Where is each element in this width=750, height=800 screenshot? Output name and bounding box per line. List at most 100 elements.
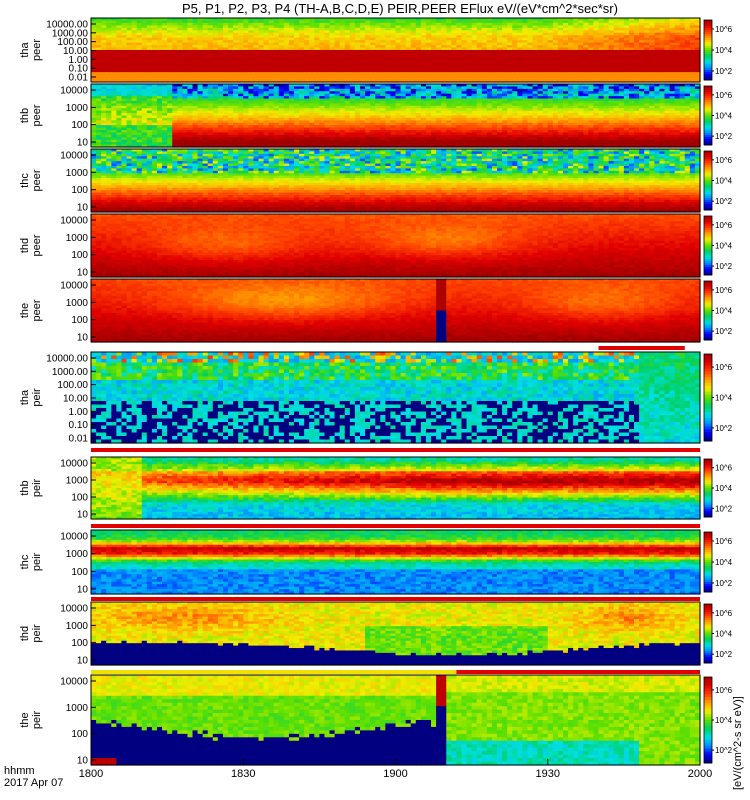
spectrogram-cell (273, 32, 280, 36)
spectrogram-cell (324, 62, 331, 66)
spectrogram-cell (507, 74, 513, 78)
spectrogram-cell (309, 50, 315, 54)
spectrogram-cell (684, 30, 691, 34)
spectrogram-cell (273, 50, 280, 54)
spectrogram-cell (121, 30, 128, 34)
spectrogram-cell (578, 27, 584, 31)
spectrogram-cell (593, 30, 600, 34)
spectrogram-cell (654, 37, 660, 41)
spectrogram-cell (222, 30, 229, 34)
spectrogram-cell (497, 52, 503, 56)
spectrogram-cell (593, 37, 600, 41)
spectrogram-cell (156, 79, 163, 83)
spectrogram-cell (217, 40, 224, 44)
spectrogram-cell (537, 52, 544, 56)
spectrogram-cell (639, 37, 645, 41)
spectrogram-cell (212, 74, 219, 78)
spectrogram-cell (471, 22, 478, 26)
spectrogram-cell (481, 18, 488, 22)
spectrogram-cell (507, 18, 513, 22)
spectrogram-cell (425, 67, 432, 71)
spectrogram-cell (243, 77, 249, 81)
spectrogram-cell (456, 45, 463, 49)
spectrogram-cell (639, 74, 645, 78)
spectrogram-cell (197, 35, 204, 39)
spectrogram-cell (410, 59, 417, 63)
spectrogram-cell (334, 79, 341, 83)
spectrogram-cell (253, 25, 260, 29)
spectrogram-cell (689, 77, 696, 81)
spectrogram-cell (674, 62, 681, 66)
spectrogram-cell (375, 64, 381, 68)
spectrogram-cell (283, 52, 290, 56)
spectrogram-cell (207, 54, 214, 58)
spectrogram-cell (349, 50, 356, 54)
spectrogram-cell (476, 20, 483, 24)
spectrogram-cell (349, 27, 356, 31)
spectrogram-cell (395, 59, 402, 63)
spectrogram-cell (365, 72, 371, 76)
spectrogram-cell (156, 22, 163, 26)
y-tick-label: 10000.00 (46, 20, 88, 31)
spectrogram-cell (466, 27, 473, 31)
spectrogram-cell (324, 22, 331, 26)
spectrogram-cell (222, 32, 229, 36)
spectrogram-cell (613, 72, 620, 76)
spectrogram-cell (486, 25, 493, 29)
spectrogram-cell (273, 72, 280, 76)
spectrogram-cell (207, 72, 214, 76)
spectrogram-cell (436, 72, 442, 76)
spectrogram-cell (598, 45, 605, 49)
spectrogram-cell (502, 30, 508, 34)
spectrogram-cell (268, 57, 275, 61)
spectrogram-cell (121, 62, 128, 66)
spectrogram-cell (344, 37, 351, 41)
spectrogram-cell (172, 40, 178, 44)
spectrogram-cell (481, 59, 488, 63)
spectrogram-cell (151, 74, 158, 78)
spectrogram-cell (116, 25, 123, 29)
spectrogram-cell (314, 37, 320, 41)
spectrogram-cell (659, 47, 666, 51)
spectrogram-cell (111, 22, 117, 26)
spectrogram-cell (446, 72, 452, 76)
spectrogram-cell (623, 47, 630, 51)
spectrogram-cell (334, 47, 341, 51)
spectrogram-cell (507, 35, 513, 39)
spectrogram-cell (212, 67, 219, 71)
spectrogram-cell (557, 62, 564, 66)
spectrogram-cell (212, 27, 219, 31)
spectrogram-cell (466, 57, 473, 61)
spectrogram-cell (212, 54, 219, 58)
spectrogram-cell (172, 62, 178, 66)
spectrogram-cell (522, 45, 529, 49)
spectrogram-cell (405, 72, 412, 76)
spectrogram-cell (507, 69, 513, 73)
spectrogram-cell (370, 69, 376, 73)
spectrogram-cell (654, 22, 660, 26)
spectrogram-cell (502, 52, 508, 56)
spectrogram-cell (552, 54, 559, 58)
spectrogram-cell (598, 54, 605, 58)
spectrogram-cell (243, 54, 249, 58)
spectrogram-cell (481, 30, 488, 34)
spectrogram-cell (304, 62, 310, 66)
spectrogram-cell (146, 72, 153, 76)
spectrogram-cell (557, 22, 564, 26)
spectrogram-cell (238, 32, 244, 36)
spectrogram-cell (415, 59, 422, 63)
spectrogram-cell (278, 67, 285, 71)
spectrogram-cell (233, 25, 239, 29)
spectrogram-cell (151, 67, 158, 71)
spectrogram-cell (522, 35, 529, 39)
spectrogram-cell (212, 64, 219, 68)
spectrogram-cell (329, 27, 336, 31)
spectrogram-cell (649, 79, 655, 83)
spectrogram-cell (659, 54, 666, 58)
spectrogram-cell (613, 47, 620, 51)
spectrogram-cell (618, 64, 625, 68)
spectrogram-cell (537, 20, 544, 24)
spectrogram-cell (380, 18, 386, 22)
spectrogram-cell (380, 69, 386, 73)
spectrogram-cell (278, 77, 285, 81)
